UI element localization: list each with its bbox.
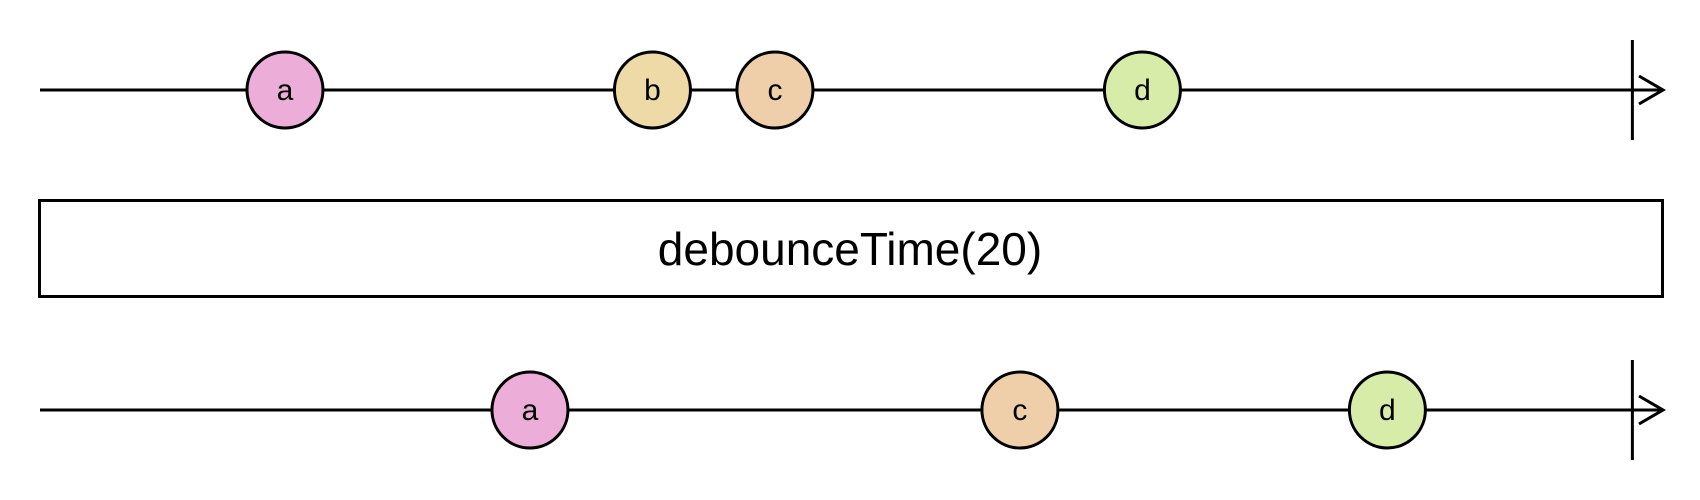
input-marble-c: c	[735, 50, 815, 130]
input-marble-label: c	[767, 74, 782, 107]
output-marble-label: d	[1379, 394, 1396, 427]
input-marble-a: a	[245, 50, 325, 130]
input-marble-d: d	[1102, 50, 1182, 130]
output-marble-circle	[1347, 370, 1427, 450]
output-marble-a: a	[490, 370, 570, 450]
input-marble-circle	[612, 50, 692, 130]
output-marble-label: c	[1012, 394, 1027, 427]
output-marble-label: a	[522, 394, 539, 427]
input-marble-label: a	[277, 74, 294, 107]
output-marble-c: c	[980, 370, 1060, 450]
input-timeline: a b c d	[40, 40, 1666, 140]
output-marble-circle	[490, 370, 570, 450]
input-timeline-arrowhead	[1638, 74, 1666, 106]
output-marble-circle	[980, 370, 1060, 450]
output-marble-d: d	[1347, 370, 1427, 450]
input-marbles: a b c d	[245, 50, 1182, 130]
operator-label: debounceTime(20)	[658, 223, 1042, 275]
input-marble-label: b	[644, 74, 661, 107]
input-marble-b: b	[612, 50, 692, 130]
operator-box: debounceTime(20)	[38, 199, 1664, 298]
input-marble-circle	[1102, 50, 1182, 130]
input-marble-label: d	[1134, 74, 1151, 107]
input-marble-circle	[735, 50, 815, 130]
input-marble-circle	[245, 50, 325, 130]
operator-box-frame	[38, 199, 1664, 298]
output-timeline-arrowhead	[1638, 394, 1666, 426]
